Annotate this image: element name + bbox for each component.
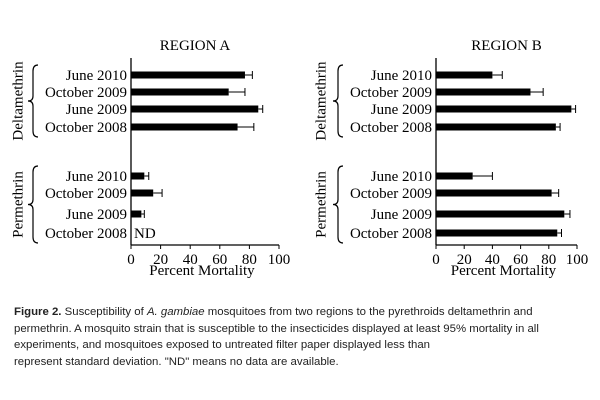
x-tick-label: 40	[183, 252, 198, 268]
caption-label: Figure 2.	[14, 306, 62, 318]
category-label: October 2009	[45, 85, 127, 101]
caption-text-1a: Susceptibility of	[61, 306, 147, 318]
category-label: October 2008	[45, 120, 127, 136]
category-label: October 2009	[350, 186, 432, 202]
data-label: ND	[134, 226, 156, 242]
x-tick-label: 60	[212, 252, 227, 268]
group-brace	[332, 64, 344, 138]
x-tick-label: 20	[457, 252, 472, 268]
category-label: October 2008	[350, 226, 432, 242]
x-tick-label: 80	[242, 252, 257, 268]
bar	[436, 123, 556, 131]
category-label: June 2010	[371, 68, 432, 84]
category-label: June 2010	[66, 169, 127, 185]
chart-title: REGION A	[160, 38, 231, 54]
x-tick-label: 0	[432, 252, 440, 268]
bar	[131, 123, 238, 131]
x-axis-label: Percent Mortality	[451, 263, 557, 279]
x-tick-label: 80	[541, 252, 556, 268]
x-tick-label: 100	[268, 252, 291, 268]
bar	[436, 189, 552, 197]
caption-line-4: represent standard deviation. "ND" means…	[14, 355, 339, 368]
bar	[436, 88, 531, 96]
category-label: June 2010	[66, 68, 127, 84]
bar	[131, 88, 229, 96]
caption-text-1b: mosquitoes from two regions to the pyret…	[204, 306, 533, 318]
x-tick-label: 100	[566, 252, 589, 268]
bar	[131, 189, 154, 197]
group-label: Permethrin	[313, 171, 329, 238]
group-label: Deltamethrin	[10, 61, 26, 141]
caption-line-2: permethrin. A mosquito strain that is su…	[14, 322, 539, 335]
category-label: June 2009	[371, 102, 432, 118]
group-brace	[27, 64, 39, 138]
x-tick-label: 20	[153, 252, 168, 268]
category-label: June 2010	[371, 169, 432, 185]
bar	[436, 105, 572, 113]
bar	[131, 172, 145, 180]
chart-title: REGION B	[471, 38, 541, 54]
figure-caption: Figure 2. Susceptibility of A. gambiae m…	[14, 304, 586, 370]
caption-line-1: Figure 2. Susceptibility of A. gambiae m…	[14, 304, 586, 321]
group-label: Deltamethrin	[313, 61, 329, 141]
category-label: June 2009	[66, 207, 127, 223]
group-brace	[332, 165, 344, 244]
bar	[436, 229, 558, 237]
bar	[131, 71, 245, 79]
category-label: October 2009	[45, 186, 127, 202]
bar	[436, 210, 565, 218]
category-label: June 2009	[66, 102, 127, 118]
category-label: October 2008	[45, 226, 127, 242]
x-tick-label: 0	[127, 252, 135, 268]
figure-chart: REGION A 0 20 40 60 80 100 Percent Mortality Del…	[10, 38, 589, 279]
category-label: June 2009	[371, 207, 432, 223]
category-label: October 2008	[350, 120, 432, 136]
x-tick-label: 60	[513, 252, 528, 268]
x-axis-label: Percent Mortality	[149, 263, 255, 279]
bar	[131, 105, 259, 113]
bar	[131, 210, 142, 218]
group-brace	[27, 165, 39, 244]
group-label: Permethrin	[10, 171, 26, 238]
bar	[436, 71, 493, 79]
caption-species: A. gambiae	[146, 306, 205, 318]
bar	[436, 172, 473, 180]
x-tick-label: 40	[485, 252, 500, 268]
caption-line-3: experiments, and mosquitoes exposed to u…	[14, 339, 431, 351]
category-label: October 2009	[350, 85, 432, 101]
